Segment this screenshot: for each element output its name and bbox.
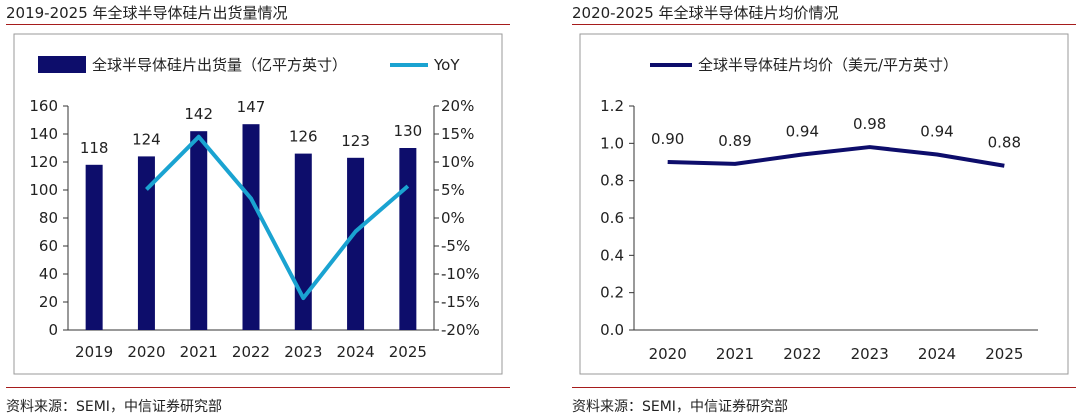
legend: 全球半导体硅片均价（美元/平方英寸）	[650, 56, 958, 74]
y-tick-label-right: -20%	[441, 321, 480, 339]
y-tick-label-right: 20%	[441, 97, 474, 115]
x-tick-label: 2024	[336, 343, 374, 361]
x-tick-label: 2021	[180, 343, 218, 361]
y-tick-label-left: 40	[39, 265, 58, 283]
x-tick-label: 2025	[389, 343, 427, 361]
bar-data-label: 123	[341, 132, 370, 150]
x-tick-label: 2020	[127, 343, 165, 361]
price-chart: 全球半导体硅片均价（美元/平方英寸） 0.0 0.2 0.4 0.6 0.8 1.0 1.2 2…	[579, 33, 1069, 375]
bar	[399, 148, 417, 330]
x-tick-label: 2022	[232, 343, 270, 361]
plot-frame	[13, 33, 503, 375]
left-chart-title: 2019-2025 年全球半导体硅片出货量情况	[6, 4, 288, 22]
y-tick-label: 1.0	[600, 134, 624, 152]
y-tick-label-left: 80	[39, 209, 58, 227]
left-source-rule	[6, 387, 510, 388]
bar-data-label: 118	[80, 139, 109, 157]
right-source-rule	[572, 387, 1076, 388]
price-data-label: 0.89	[718, 132, 751, 150]
left-chart-panel: 2019-2025 年全球半导体硅片出货量情况 全球半导体硅片出货量（亿平方英寸…	[6, 0, 510, 417]
bar	[190, 131, 208, 330]
y-tick-label-left: 60	[39, 237, 58, 255]
right-source-note: 资料来源：SEMI，中信证券研究部	[572, 399, 788, 415]
legend-swatch-bar	[38, 56, 86, 73]
x-tick-label: 2019	[75, 343, 113, 361]
y-tick-label-right: 10%	[441, 153, 474, 171]
y-tick-label-left: 140	[29, 125, 58, 143]
right-title-rule	[572, 24, 1076, 25]
bar	[347, 157, 365, 330]
price-line	[667, 145, 1005, 168]
bar-data-label: 130	[394, 122, 423, 140]
left-title-rule	[6, 24, 510, 25]
y-tick-label-left: 0	[48, 321, 58, 339]
legend: 全球半导体硅片出货量（亿平方英寸） YoY	[38, 56, 460, 74]
bar	[85, 164, 103, 330]
y-tick-label: 0.8	[600, 172, 624, 190]
x-tick-label: 2024	[918, 345, 956, 363]
y-tick-label-right: -5%	[441, 237, 470, 255]
x-tick-label: 2023	[284, 343, 322, 361]
price-data-label: 0.88	[988, 134, 1021, 152]
bar	[137, 156, 155, 330]
bar-data-label: 142	[184, 105, 213, 123]
legend-label-price: 全球半导体硅片均价（美元/平方英寸）	[698, 56, 958, 74]
bar-data-label: 126	[289, 128, 318, 146]
y-tick-label-left: 160	[29, 97, 58, 115]
x-tick-label: 2023	[851, 345, 889, 363]
price-data-label: 0.94	[786, 123, 819, 141]
x-tick-label: 2025	[985, 345, 1023, 363]
x-tick-label: 2022	[783, 345, 821, 363]
y-tick-label-left: 100	[29, 181, 58, 199]
x-tick-label: 2021	[716, 345, 754, 363]
y-tick-label-left: 20	[39, 293, 58, 311]
y-tick-label-right: 15%	[441, 125, 474, 143]
right-chart-title: 2020-2025 年全球半导体硅片均价情况	[572, 4, 839, 22]
bar-data-label: 147	[237, 98, 266, 116]
price-data-label: 0.98	[853, 115, 886, 133]
y-tick-label-right: -15%	[441, 293, 480, 311]
y-tick-label: 0.2	[600, 284, 624, 302]
y-tick-label: 0.6	[600, 209, 624, 227]
bar-data-label: 124	[132, 130, 161, 148]
y-tick-label-right: 5%	[441, 181, 465, 199]
y-tick-label: 0.0	[600, 321, 624, 339]
price-data-label: 0.90	[651, 130, 684, 148]
legend-label-yoy: YoY	[433, 56, 460, 74]
x-tick-label: 2020	[649, 345, 687, 363]
y-tick-label-right: -10%	[441, 265, 480, 283]
right-chart-panel: 2020-2025 年全球半导体硅片均价情况 全球半导体硅片均价（美元/平方英寸…	[572, 0, 1076, 417]
y-tick-label-right: 0%	[441, 209, 465, 227]
y-tick-label: 1.2	[600, 97, 624, 115]
plot-frame	[579, 33, 1069, 375]
legend-label-shipments: 全球半导体硅片出货量（亿平方英寸）	[92, 56, 347, 74]
y-tick-label: 0.4	[600, 246, 624, 264]
yoy-line	[145, 134, 410, 301]
shipment-chart: 全球半导体硅片出货量（亿平方英寸） YoY 0 20 40 60 80 100 120 140 16…	[13, 33, 503, 375]
bar	[242, 124, 260, 330]
bar	[294, 153, 312, 330]
y-tick-label-left: 120	[29, 153, 58, 171]
left-source-note: 资料来源：SEMI，中信证券研究部	[6, 399, 222, 415]
price-data-label: 0.94	[920, 123, 953, 141]
